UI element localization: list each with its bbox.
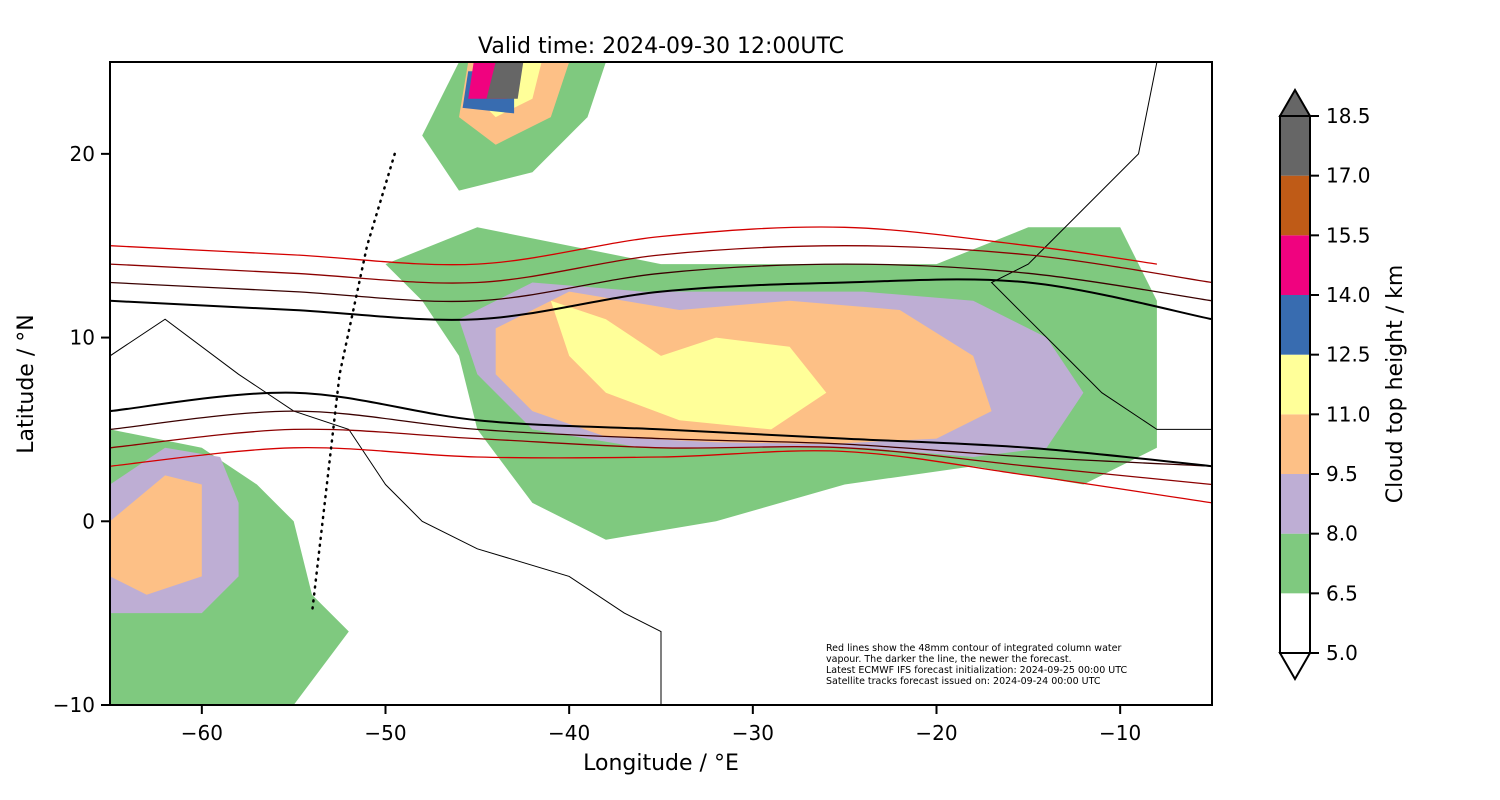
cloud-region-6	[110, 475, 202, 595]
coastlines	[110, 62, 1212, 705]
ivw-48mm-contours	[110, 226, 1212, 504]
colorbar-segment	[1280, 295, 1310, 355]
coastline-0	[110, 318, 662, 705]
annotation-line-1: Red lines show the 48mm contour of integ…	[826, 643, 1121, 654]
ivw-contour-4	[110, 263, 1212, 303]
colorbar-tick-label: 12.5	[1326, 343, 1371, 367]
ivw-contour-6	[110, 278, 1212, 321]
colorbar-tick-label: 15.5	[1326, 223, 1371, 247]
colorbar-tick-label: 9.5	[1326, 462, 1358, 486]
colorbar-tick-label: 11.0	[1326, 402, 1371, 426]
colorbar-tick-label: 6.5	[1326, 581, 1358, 605]
annotation-line-4: Satellite tracks forecast issued on: 202…	[826, 676, 1101, 687]
ivw-contour-1	[110, 446, 1212, 504]
ivw-contour-7	[110, 391, 1212, 468]
cloud-region-12	[486, 62, 524, 99]
annotation-line-3: Latest ECMWF IFS forecast initialization…	[826, 665, 1127, 676]
x-axis-label: Longitude / °E	[583, 751, 739, 776]
y-tick-label: −10	[53, 693, 95, 717]
cloud-region-3	[550, 300, 827, 430]
x-tick-label: −40	[548, 721, 590, 745]
colorbar-segment	[1280, 414, 1310, 474]
x-axis: −60 −50 −40 −30 −20 −10	[181, 705, 1141, 745]
colorbar-tick-label: 5.0	[1326, 641, 1358, 665]
colorbar-frame	[1279, 115, 1311, 654]
colorbar-segment	[1280, 175, 1310, 236]
ivw-contour-3	[110, 428, 1212, 486]
y-tick-label: 10	[70, 326, 95, 350]
colorbar-extend-min	[1278, 652, 1312, 682]
x-tick-label: −50	[364, 721, 406, 745]
y-axis: −10 0 10 20	[53, 142, 110, 717]
satellite-track	[310, 152, 396, 615]
x-tick-label: −60	[181, 721, 223, 745]
annotation-note: Red lines show the 48mm contour of integ…	[826, 643, 1127, 687]
coastline-1	[990, 62, 1212, 430]
ivw-contour-5	[110, 410, 1212, 467]
chart-title: Valid time: 2024-09-30 12:00UTC	[478, 34, 844, 59]
plot-area	[110, 62, 1212, 705]
y-tick-label: 0	[82, 509, 95, 533]
x-tick-label: −20	[915, 721, 957, 745]
colorbar-tick-label: 8.0	[1326, 522, 1358, 546]
cloud-top-height-field	[110, 62, 1157, 705]
colorbar-segment	[1280, 593, 1310, 653]
colorbar-segment	[1280, 533, 1310, 594]
ivw-contour-2	[110, 245, 1212, 284]
satellite-track-line	[310, 152, 396, 615]
y-axis-label: Latitude / °N	[14, 314, 39, 453]
colorbar-segment	[1280, 235, 1310, 295]
colorbar-segment	[1280, 354, 1310, 415]
colorbar-segment	[1280, 116, 1310, 176]
plot-frame	[109, 61, 1213, 706]
colorbar-tick-label: 18.5	[1326, 104, 1371, 128]
x-tick-label: −10	[1099, 721, 1141, 745]
colorbar-tick-label: 17.0	[1326, 164, 1371, 188]
colorbar-label: Cloud top height / km	[1383, 265, 1408, 504]
colorbar-tick-label: 14.0	[1326, 283, 1371, 307]
annotation-line-2: vapour. The darker the line, the newer t…	[826, 654, 1072, 665]
colorbar-segment	[1280, 474, 1310, 534]
colorbar-extend-max	[1278, 87, 1312, 117]
x-tick-label: −30	[732, 721, 774, 745]
colorbar: 5.0 6.5 8.0 9.5 11.0 12.5 14.0 15.5 17.0 18.5	[1278, 87, 1371, 682]
y-tick-label: 20	[70, 142, 95, 166]
ivw-contour-0	[110, 226, 1157, 266]
